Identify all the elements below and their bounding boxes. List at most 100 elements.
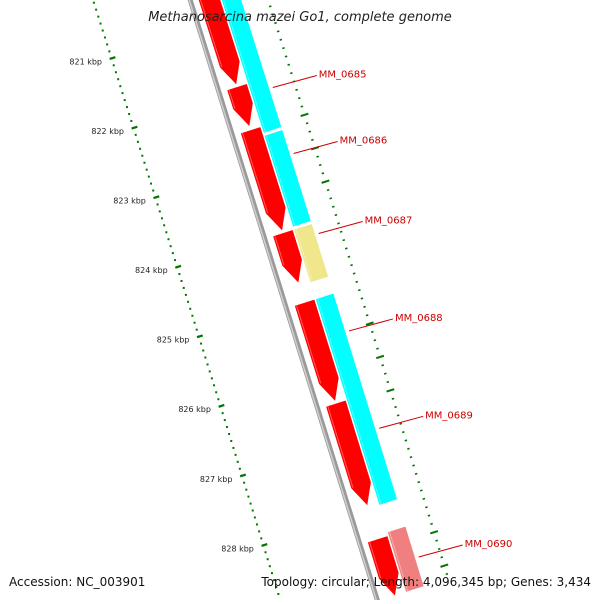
coverage-tick [277,31,279,32]
coverage-tick [295,89,297,90]
tick-label: 825 kbp [157,336,190,345]
tick-mark [175,266,181,268]
tick-dot [254,516,256,518]
tick-dot [250,503,252,505]
coverage-tick [407,448,409,449]
coverage-tick [345,248,347,249]
tick-dot [115,71,117,73]
tick-dot [217,398,219,400]
tick-dot [113,64,115,66]
tick-label: 821 kbp [69,57,102,66]
tick-dot [157,203,159,205]
tick-dot [267,558,269,560]
gene-leader-line [349,319,393,331]
coverage-tick [418,482,420,483]
tick-dot [172,252,174,254]
coverage-tick [363,307,365,308]
coverage-tick [374,340,376,341]
tick-dot [191,315,193,317]
coverage-tick [402,432,404,433]
tick-dot [207,363,209,365]
tick-mark [154,196,160,198]
gene-leader-line [273,75,317,87]
coverage-tick [415,473,417,474]
coverage-tick [436,540,438,541]
tick-mark [219,405,225,407]
coverage-tick [430,524,432,525]
tick-mark [240,475,246,477]
tick-dot [230,440,232,442]
coverage-tick [420,490,422,491]
coverage-tick [394,407,396,408]
coverage-tick [269,6,271,7]
coverage-tick [382,365,384,366]
gene-label: MM_0690 [465,539,513,550]
coverage-tick [376,356,384,358]
coverage-tick [340,231,342,232]
coverage-tick [387,389,395,391]
tick-dot [215,391,217,393]
coverage-tick [400,423,402,424]
coverage-tick [288,64,290,65]
tick-dot [200,343,202,345]
tick-dot [213,384,215,386]
coverage-tick [358,290,360,291]
coverage-tick [285,56,287,57]
coverage-tick [335,215,337,216]
tick-dot [119,85,121,87]
gene-leader-line [294,142,338,154]
coverage-tick [438,549,440,550]
tick-dot [237,461,239,463]
tick-dot [256,523,258,525]
coverage-tick [366,315,368,316]
tick-dot [128,113,130,115]
coverage-tick [337,223,339,224]
coverage-tick [428,515,430,516]
tick-dot [150,183,152,185]
gene-leader-line [379,416,423,428]
gene-label: MM_0686 [340,136,388,147]
coverage-tick [425,507,427,508]
tick-label: 822 kbp [91,127,124,136]
tick-dot [93,2,95,4]
tick-dot [194,322,196,324]
tick-dot [143,162,145,164]
coverage-tick [306,123,308,124]
coverage-tick [350,265,352,266]
tick-dot [258,530,260,532]
tick-dot [265,551,267,553]
coverage-tick [280,39,282,40]
coverage-tick [316,156,318,157]
tick-dot [232,447,234,449]
tick-dot [181,280,183,282]
tick-dot [252,510,254,512]
tick-dot [137,141,139,143]
tick-dot [108,50,110,52]
coverage-tick [440,564,448,566]
coverage-tick [441,557,443,558]
coverage-tick [322,173,324,174]
tick-dot [124,99,126,101]
coverage-tick [327,190,329,191]
gene-label: MM_0689 [425,410,473,421]
tick-dot [104,36,106,38]
tick-dot [243,482,245,484]
tick-dot [247,496,249,498]
tick-dot [174,259,176,261]
coverage-tick [290,73,292,74]
tick-label: 823 kbp [113,197,146,206]
tick-dot [135,134,137,136]
tick-label: 826 kbp [178,405,211,414]
genome-summary-text: Topology: circular; Length: 4,096,345 bp… [261,575,591,589]
tick-dot [260,537,262,539]
tick-dot [165,231,167,233]
tick-dot [222,412,224,414]
tick-mark [110,57,116,59]
coverage-tick [309,131,311,132]
tick-dot [122,92,124,94]
coverage-tick [319,165,321,166]
coverage-tick [311,140,313,141]
coverage-tick [332,206,334,207]
tick-dot [202,350,204,352]
